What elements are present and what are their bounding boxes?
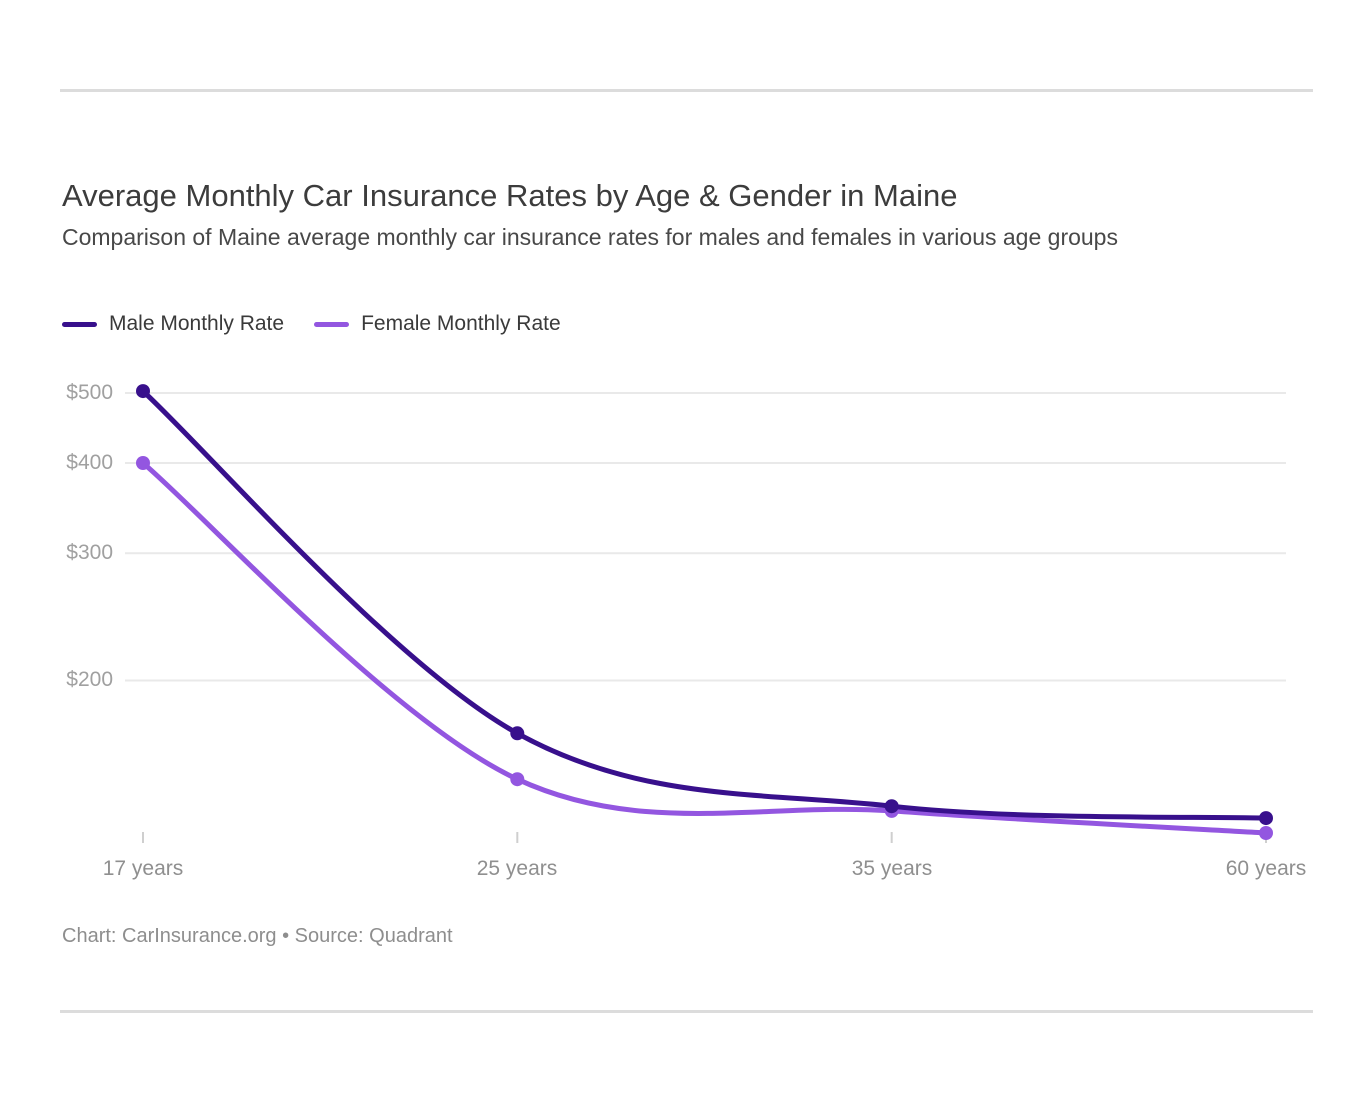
series-line <box>140 460 1269 836</box>
x-tick-label-17y: 17 years <box>102 857 184 880</box>
chart-subtitle: Comparison of Maine average monthly car … <box>62 224 1118 250</box>
data-point <box>1259 811 1273 826</box>
legend-item-female: Female Monthly Rate <box>314 312 561 336</box>
y-tick-label-200: $200 <box>66 668 113 691</box>
y-tick-label-500: $500 <box>66 381 113 404</box>
legend-label-male: Male Monthly Rate <box>109 312 285 335</box>
x-tick-label-35y: 35 years <box>851 857 933 880</box>
series-line <box>140 388 1269 821</box>
x-tick-label-60y: 60 years <box>1225 857 1307 880</box>
data-point <box>510 726 525 741</box>
male-line-swatch <box>62 321 97 327</box>
source-note: Chart: CarInsurance.org • Source: Quadra… <box>62 925 453 947</box>
legend: Male Monthly Rate Female Monthly Rate <box>62 312 561 336</box>
x-tick-label-25y: 25 years <box>476 857 558 880</box>
data-point <box>136 384 150 399</box>
y-tick-label-300: $300 <box>66 541 113 564</box>
data-point <box>510 772 525 787</box>
legend-label-female: Female Monthly Rate <box>361 312 561 335</box>
female-line-swatch <box>314 321 350 327</box>
top-divider <box>60 89 1313 92</box>
data-point <box>884 799 899 814</box>
y-tick-label-400: $400 <box>66 451 113 474</box>
chart-title: Average Monthly Car Insurance Rates by A… <box>62 177 958 213</box>
bottom-divider <box>60 1010 1313 1013</box>
data-point <box>136 456 150 470</box>
data-point <box>1259 826 1273 840</box>
legend-item-male: Male Monthly Rate <box>62 312 284 336</box>
